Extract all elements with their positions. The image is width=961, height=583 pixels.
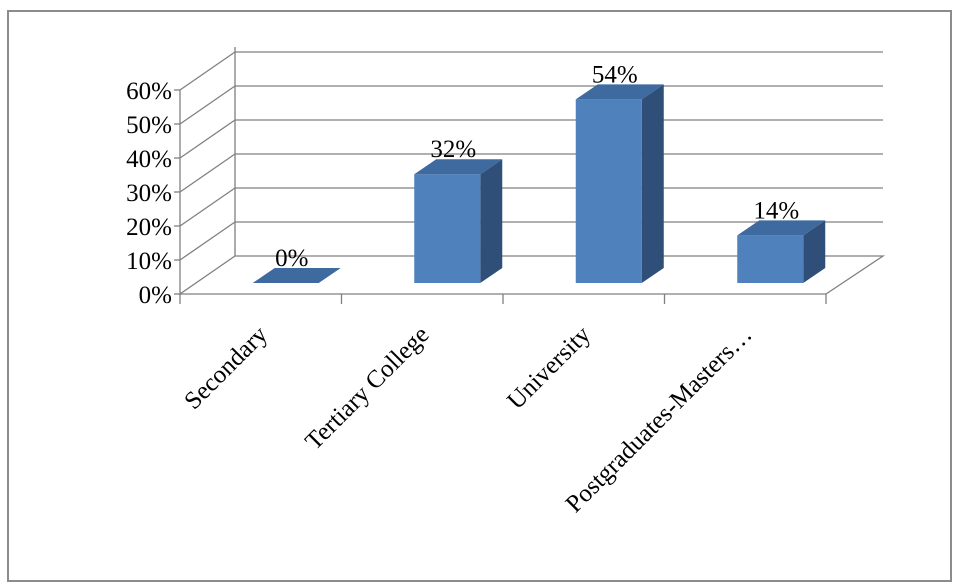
floor [177,255,886,295]
y-tick-label: 40% [126,146,172,173]
gridline-side [179,51,236,91]
bar [737,220,826,283]
category-label: Tertiary College [300,321,434,455]
data-label: 54% [592,61,638,88]
y-tick-label: 60% [126,78,172,105]
gridline-side [179,187,236,227]
gridline-side [179,221,236,261]
gridline-side [179,153,236,193]
data-label: 14% [753,197,799,224]
bar [414,159,503,283]
gridline-side [179,85,236,125]
axis-layer: 0% 10% 20% 30% 40% 50% 60% [126,78,827,309]
category-label: University [502,321,596,415]
y-tick-label: 10% [126,248,172,275]
bar [575,84,664,284]
bar-front [575,99,642,284]
bar-top [252,268,341,283]
bar [252,268,341,283]
label-layer: 0% Secondary 32% Tertiary College 54% Univers… [179,61,799,518]
bar-side [480,159,503,283]
y-tick-label: 0% [139,282,172,309]
bar-layer [252,84,826,284]
y-tick-label: 30% [126,180,172,207]
bar-side [803,220,826,283]
data-label: 0% [275,245,308,272]
y-tick-label: 20% [126,214,172,241]
data-label: 32% [430,136,476,163]
category-label: Postgraduates-Masters… [561,321,758,518]
category-label: Secondary [179,321,273,415]
bar-top [575,84,664,100]
bar-top [414,159,503,175]
gridline-side [179,119,236,159]
bar-front [737,235,804,283]
chart-frame [7,10,952,582]
bar-top [737,220,826,236]
bar-side [641,84,664,284]
bar-front [414,174,481,283]
y-tick-label: 50% [126,112,172,139]
